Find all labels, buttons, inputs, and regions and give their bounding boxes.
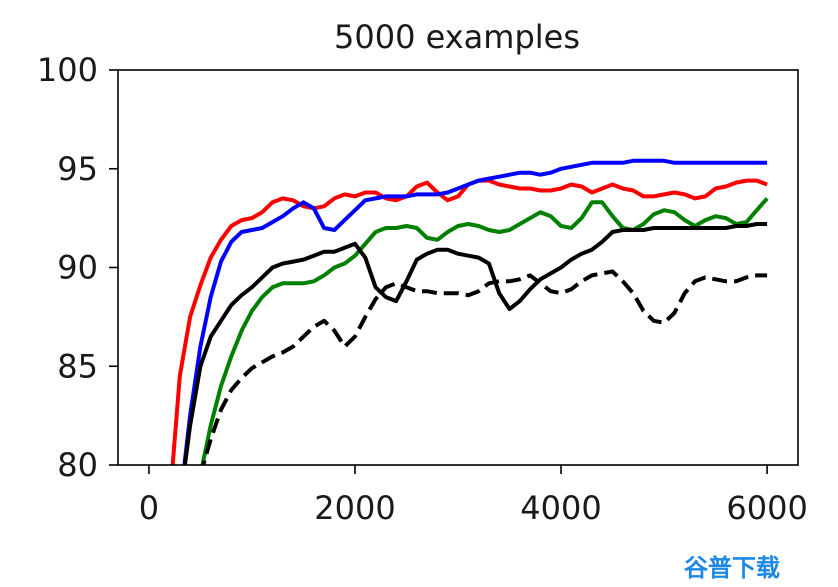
chart-title: 5000 examples (334, 18, 580, 56)
series-layer (170, 158, 769, 465)
series-line-3 (200, 197, 769, 465)
x-tick-label: 6000 (726, 489, 807, 527)
series-line-2 (182, 158, 768, 465)
y-tick-label: 80 (57, 446, 98, 484)
series-line-4 (182, 222, 768, 465)
y-tick-label: 95 (57, 150, 98, 188)
y-tick-label: 100 (37, 51, 98, 89)
y-tick-label: 85 (57, 347, 98, 385)
x-axis: 0 2000 4000 6000 (139, 465, 808, 527)
x-tick-label: 2000 (314, 489, 395, 527)
x-tick-label: 4000 (520, 489, 601, 527)
watermark: 谷普下载 (684, 554, 780, 582)
y-axis: 80 85 90 95 100 (37, 51, 118, 484)
y-tick-label: 90 (57, 249, 98, 287)
series-line-5 (201, 269, 768, 465)
x-tick-label: 0 (139, 489, 159, 527)
